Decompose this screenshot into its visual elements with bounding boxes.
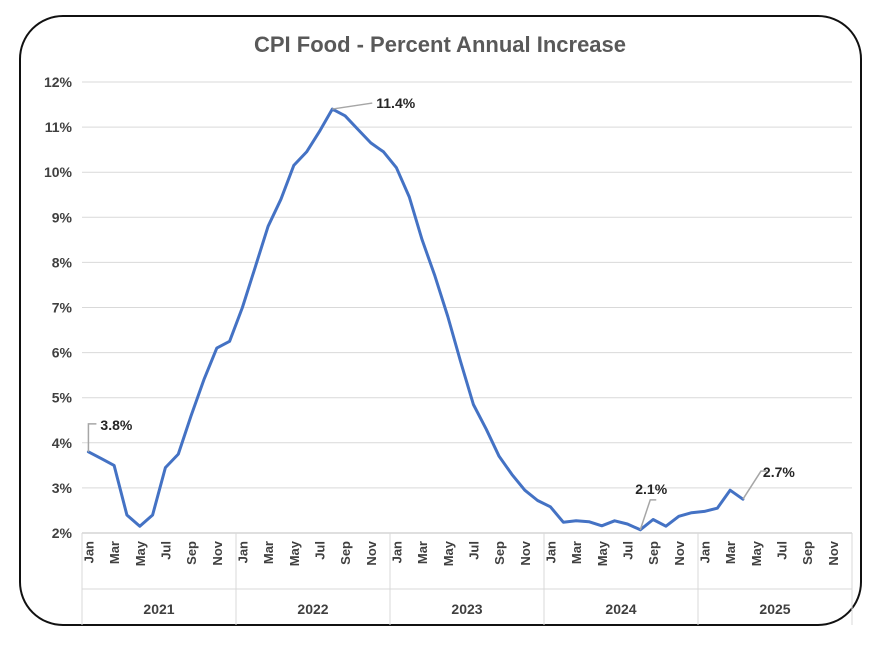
data-series (86, 107, 745, 532)
x-tick-label: Mar (261, 541, 276, 564)
x-tick-label: Jul (158, 541, 173, 560)
y-tick-label: 4% (52, 435, 73, 451)
series-line (86, 107, 745, 532)
x-tick-label: Nov (672, 540, 687, 565)
year-label: 2021 (143, 601, 174, 617)
year-label: 2024 (605, 601, 636, 617)
chart-frame (19, 15, 862, 626)
x-tick-label: Sep (492, 541, 507, 565)
x-tick-label: Nov (364, 540, 379, 565)
y-tick-label: 2% (52, 525, 73, 541)
y-tick-label: 11% (45, 119, 73, 135)
data-label: 2.1% (635, 481, 667, 497)
year-label: 2022 (297, 601, 328, 617)
x-tick-label: Sep (800, 541, 815, 565)
x-tick-label: Jul (312, 541, 327, 560)
x-tick-label: Jan (543, 541, 558, 563)
x-tick-label: Mar (415, 541, 430, 564)
y-tick-label: 5% (52, 390, 73, 406)
x-tick-label: May (287, 540, 302, 566)
x-tick-label: Mar (569, 541, 584, 564)
x-tick-label: Jan (235, 541, 250, 563)
x-tick-label: Jul (620, 541, 635, 560)
y-tick-label: 12% (44, 74, 73, 90)
x-tick-label: Sep (338, 541, 353, 565)
y-tick-label: 6% (52, 345, 73, 361)
x-tick-label: May (749, 540, 764, 566)
y-axis: 2% 3% 4% 5% 6% 7% 8% 9% 10% 11% 12% (44, 74, 73, 541)
x-tick-label: Nov (210, 540, 225, 565)
y-tick-label: 9% (52, 209, 73, 225)
x-tick-label: Mar (107, 541, 122, 564)
year-label: 2025 (759, 601, 790, 617)
x-tick-label: May (133, 540, 148, 566)
data-label: 11.4% (376, 95, 415, 111)
gridlines (82, 81, 852, 534)
data-label-leader (639, 499, 657, 531)
data-labels: 3.8% 11.4% 2.1% 2.7% (87, 95, 795, 531)
y-tick-label: 10% (44, 164, 73, 180)
x-tick-label: May (441, 540, 456, 566)
x-tick-label: Jan (81, 541, 96, 563)
x-tick-label: Jan (697, 541, 712, 563)
y-tick-label: 7% (52, 300, 73, 316)
data-label: 3.8% (100, 417, 132, 433)
x-tick-label: Sep (184, 541, 199, 565)
x-tick-label: Sep (646, 541, 661, 565)
x-tick-label: Mar (723, 541, 738, 564)
y-tick-label: 3% (52, 480, 73, 496)
x-tick-label: Jul (466, 541, 481, 560)
data-label-leader (742, 470, 767, 500)
data-label: 2.7% (763, 464, 795, 480)
x-tick-label: Nov (518, 540, 533, 565)
year-label: 2023 (451, 601, 482, 617)
x-axis: 2021 2022 2023 2024 2025 Jan Mar May Jul Sep Nov Ja… (81, 533, 853, 625)
chart-title: CPI Food - Percent Annual Increase (254, 32, 626, 57)
x-tick-label: Jul (774, 541, 789, 560)
x-tick-label: Nov (826, 540, 841, 565)
x-tick-label: Jan (389, 541, 404, 563)
data-label-leader (87, 423, 97, 452)
y-tick-label: 8% (52, 254, 73, 270)
x-tick-label: May (595, 540, 610, 566)
data-label-leader (332, 102, 373, 110)
